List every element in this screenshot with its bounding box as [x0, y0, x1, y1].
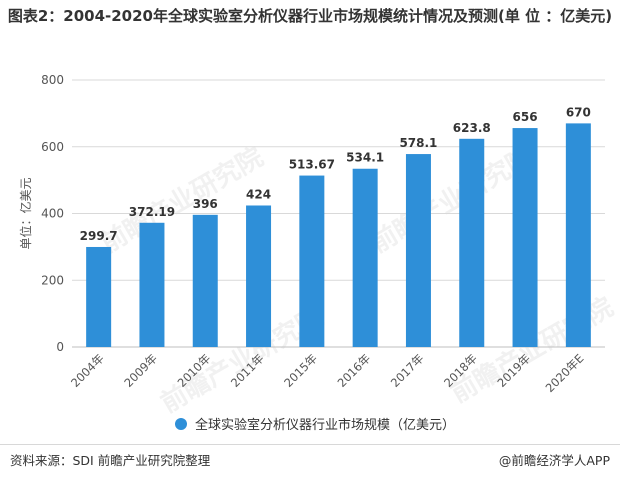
source-note: 资料来源：SDI 前瞻产业研究院整理 [10, 453, 211, 468]
data-label: 623.8 [453, 121, 491, 135]
data-label: 299.7 [80, 229, 118, 243]
bar [192, 214, 218, 347]
chart-title: 图表2：2004-2020年全球实验室分析仪器行业市场规模统计情况及预测(单 位… [7, 7, 613, 25]
data-label: 396 [193, 197, 218, 211]
bar [352, 168, 378, 347]
y-tick-label: 800 [41, 73, 64, 87]
data-label: 424 [246, 187, 271, 201]
bar [512, 128, 538, 347]
data-label: 578.1 [399, 136, 437, 150]
bar [299, 175, 325, 347]
y-axis-label: 单位：亿美元 [18, 177, 33, 249]
x-tick-label: 2020年E [543, 351, 587, 395]
data-label: 656 [513, 110, 538, 124]
x-tick-label: 2010年 [175, 351, 214, 390]
x-tick-label: 2011年 [228, 351, 267, 390]
x-tick-label: 2009年 [121, 351, 160, 390]
y-tick-label: 600 [41, 140, 64, 154]
data-label: 534.1 [346, 151, 384, 165]
y-tick-label: 0 [56, 340, 64, 354]
data-label: 670 [566, 105, 591, 119]
bar [459, 138, 485, 347]
x-tick-label: 2004年 [68, 351, 107, 390]
legend-marker [175, 417, 187, 430]
x-tick-label: 2016年 [335, 351, 374, 390]
x-tick-label: 2018年 [441, 351, 480, 390]
x-tick-label: 2015年 [281, 351, 320, 390]
x-tick-label: 2019年 [494, 351, 533, 390]
bar [246, 205, 272, 347]
legend: 全球实验室分析仪器行业市场规模（亿美元） [175, 414, 455, 433]
y-tick-label: 200 [41, 273, 64, 287]
footer-divider [0, 444, 620, 445]
data-label: 513.67 [289, 158, 335, 172]
y-tick-label: 400 [41, 207, 64, 221]
bar [565, 123, 591, 347]
data-label: 372.19 [129, 205, 175, 219]
bar [139, 222, 165, 347]
bar [86, 246, 112, 347]
brand-credit: @前瞻经济学人APP [498, 453, 610, 468]
bar [405, 154, 431, 347]
legend-label: 全球实验室分析仪器行业市场规模（亿美元） [195, 418, 456, 433]
x-tick-label: 2017年 [388, 351, 427, 390]
